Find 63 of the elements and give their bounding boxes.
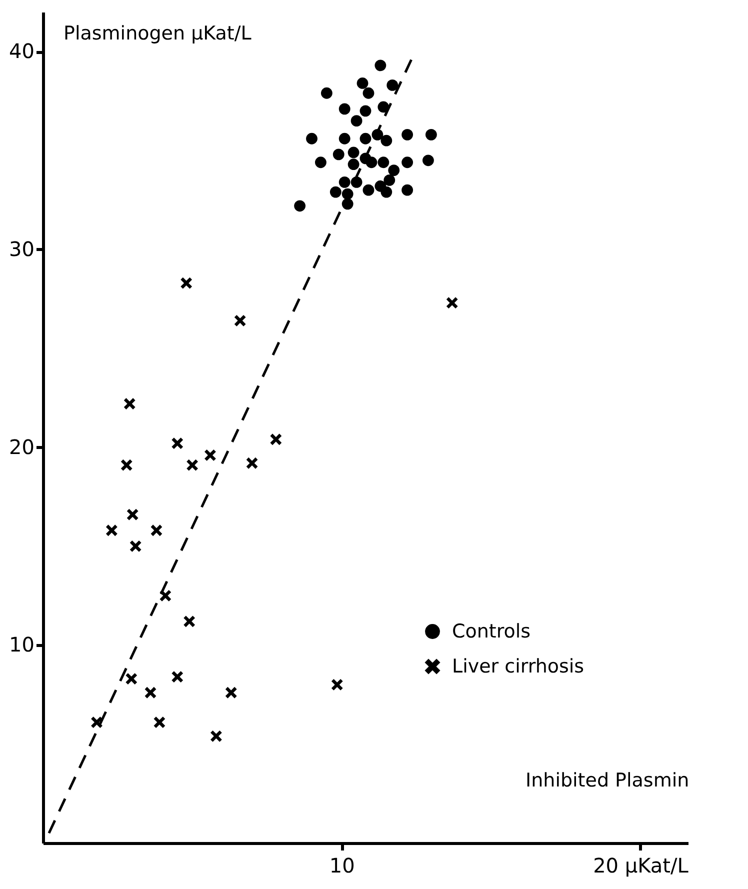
point <box>186 459 198 471</box>
point <box>402 184 414 196</box>
point <box>144 686 156 698</box>
point <box>362 184 374 196</box>
point <box>366 156 378 168</box>
point <box>378 156 390 168</box>
legend-label: Controls <box>452 620 531 642</box>
y-tick-label: 30 <box>9 236 34 261</box>
point <box>150 524 162 536</box>
point <box>124 398 136 410</box>
point <box>106 524 118 536</box>
point <box>402 128 414 140</box>
point <box>425 128 437 140</box>
point <box>356 78 368 89</box>
point <box>331 679 343 690</box>
point <box>388 164 400 176</box>
point <box>402 156 414 168</box>
point <box>338 103 350 115</box>
y-axis-title: Plasminogen µKat/L <box>64 22 252 44</box>
point <box>348 158 360 170</box>
point <box>126 673 138 684</box>
point <box>360 105 372 117</box>
point <box>234 314 246 326</box>
point <box>172 671 184 682</box>
x-tick-label: 20 µKat/L <box>593 854 690 878</box>
point <box>360 132 372 144</box>
point <box>126 508 138 520</box>
point <box>362 87 374 99</box>
point <box>386 80 398 91</box>
point <box>446 297 458 309</box>
point <box>270 434 282 446</box>
point <box>204 450 216 461</box>
point <box>120 459 132 471</box>
point <box>320 87 332 99</box>
point <box>315 156 326 168</box>
point <box>338 176 350 188</box>
point <box>380 186 392 198</box>
point <box>348 146 360 158</box>
point <box>91 716 102 728</box>
legend-label: Liver cirrhosis <box>452 656 584 678</box>
point <box>380 134 392 146</box>
y-tick-label: 10 <box>9 632 34 657</box>
point <box>306 132 318 144</box>
point <box>422 154 434 166</box>
point <box>184 616 196 628</box>
point <box>246 457 258 469</box>
point <box>225 686 237 698</box>
point <box>294 200 306 212</box>
point <box>160 590 172 602</box>
y-tick-label: 40 <box>9 39 34 64</box>
point <box>130 540 142 552</box>
point <box>384 174 396 186</box>
point <box>210 730 222 742</box>
point <box>374 60 386 72</box>
y-tick-label: 20 <box>9 434 34 459</box>
point <box>172 438 184 450</box>
point <box>154 716 166 728</box>
x-axis-title: Inhibited Plasmin <box>526 770 690 792</box>
point <box>350 115 362 127</box>
point <box>180 277 192 289</box>
point <box>330 186 342 198</box>
point <box>332 148 344 160</box>
point <box>338 132 350 144</box>
